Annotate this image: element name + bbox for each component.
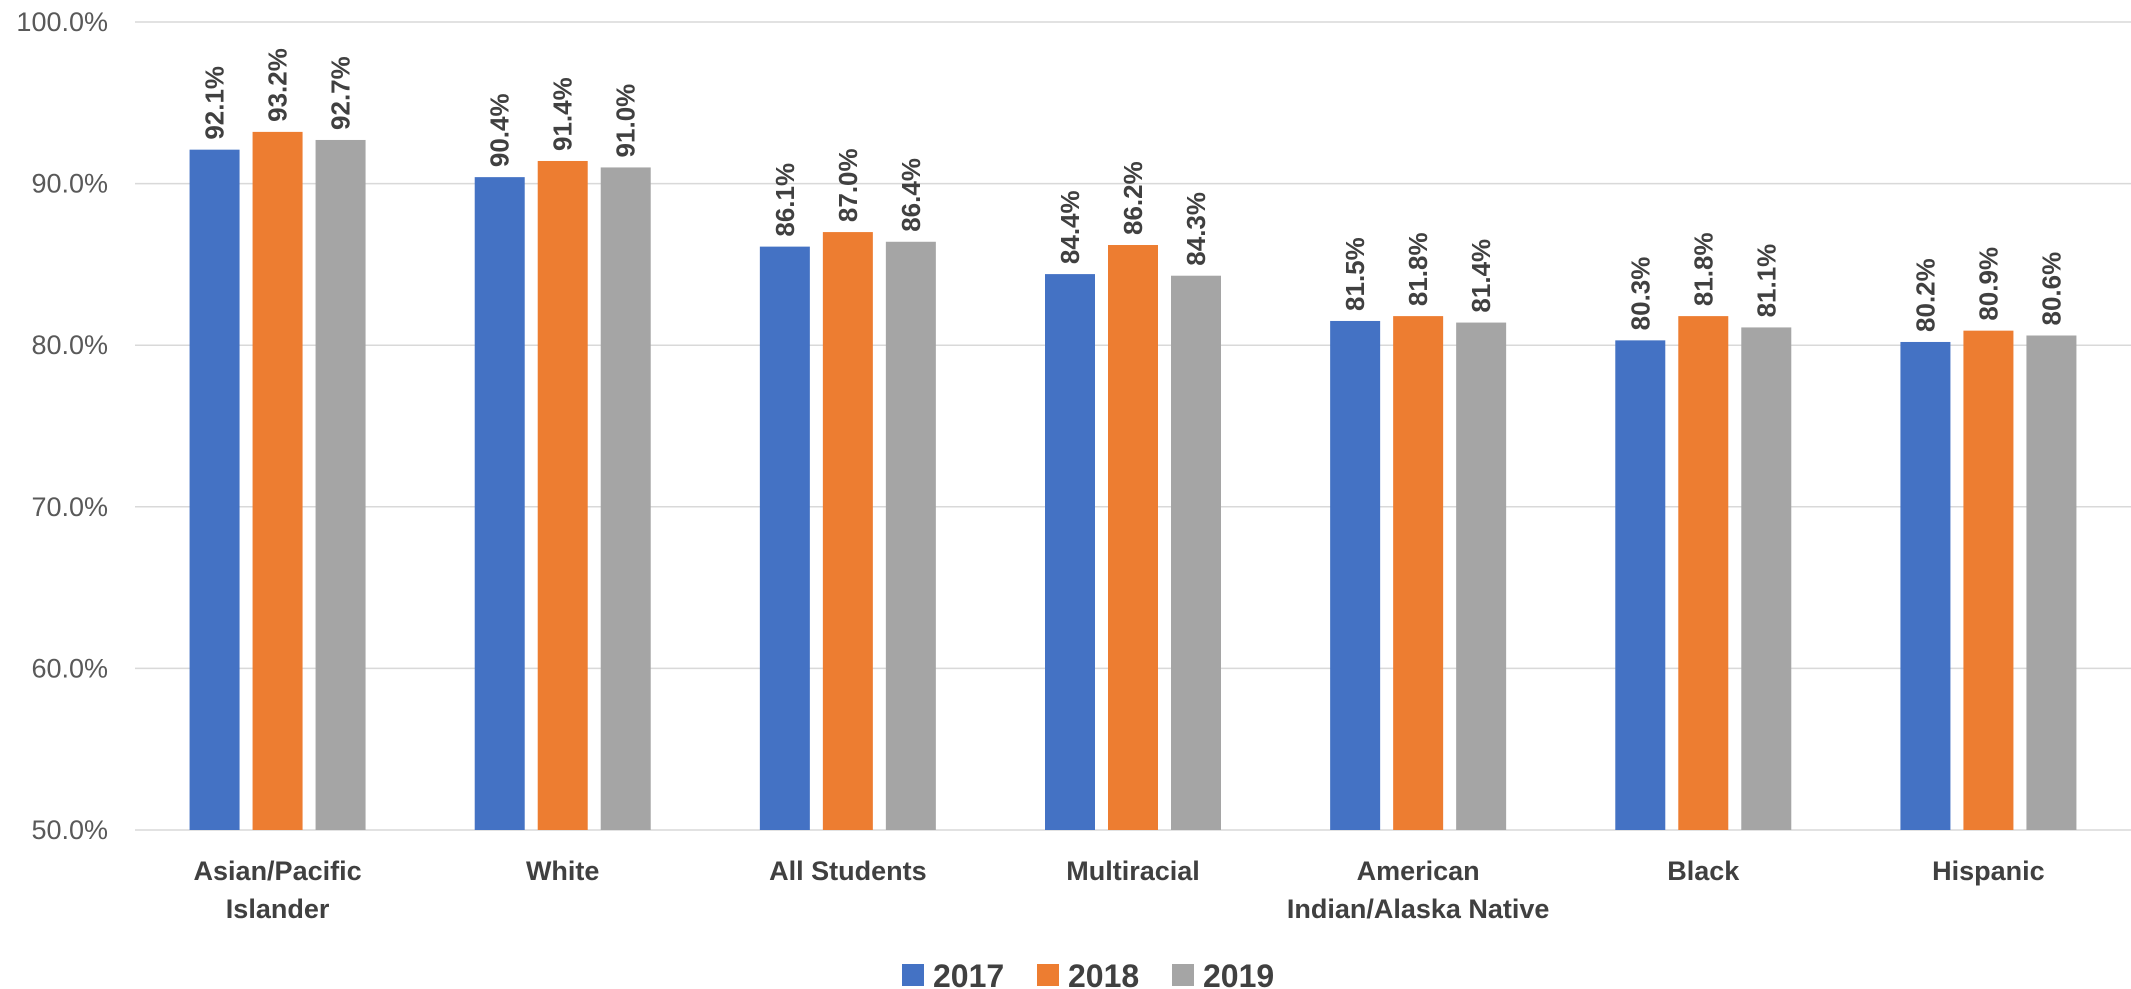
data-label: 81.1% [1751, 244, 1781, 318]
legend-swatch-2018 [1037, 964, 1059, 986]
bar-2017 [474, 177, 525, 831]
legend-label: 2019 [1203, 958, 1274, 989]
bar-2019 [2026, 335, 2077, 830]
bar-2019 [1171, 275, 1221, 830]
category-label: White [526, 856, 600, 886]
y-tick-label: 70.0% [31, 492, 108, 522]
bar-2018 [537, 160, 588, 830]
data-label: 80.2% [1910, 258, 1940, 332]
y-tick-label: 90.0% [31, 169, 108, 199]
bar-2018 [1963, 330, 2014, 830]
data-label: 92.7% [326, 56, 356, 130]
data-label: 80.9% [1973, 247, 2003, 321]
x-axis: Asian/Pacific Islander White All Students Mu… [194, 856, 2045, 924]
bar-2018 [1393, 316, 1444, 830]
bar-2019 [600, 167, 651, 830]
bar-2019 [1456, 322, 1507, 830]
data-label: 87.0% [833, 148, 863, 222]
bar-2018 [822, 232, 873, 830]
bar-2017 [1900, 341, 1951, 830]
bars [189, 131, 2077, 831]
data-label: 84.3% [1181, 192, 1211, 266]
y-tick-label: 100.0% [16, 7, 108, 37]
data-label: 81.8% [1688, 232, 1718, 306]
data-label: 91.4% [548, 77, 578, 151]
data-label: 80.3% [1625, 257, 1655, 331]
bar-2018 [1678, 316, 1729, 830]
category-label: American [1357, 856, 1480, 886]
data-label: 91.0% [611, 84, 641, 158]
category-label: Asian/Pacific [194, 856, 362, 886]
legend: 2017 2018 2019 [902, 958, 1274, 989]
data-label: 81.4% [1466, 239, 1496, 313]
data-label: 93.2% [263, 48, 293, 122]
bar-2017 [1045, 274, 1095, 830]
legend-label: 2018 [1068, 958, 1139, 989]
category-label: Multiracial [1066, 856, 1200, 886]
data-labels: 92.1% 93.2% 92.7% 90.4% 91.4% 91.0% 86.1% 87.0%… [200, 48, 2067, 332]
y-tick-label: 60.0% [31, 653, 108, 683]
data-label: 86.1% [770, 163, 800, 237]
category-label: All Students [769, 856, 927, 886]
y-axis: 50.0% 60.0% 70.0% 80.0% 90.0% 100.0% [16, 7, 108, 845]
bar-2017 [1615, 340, 1666, 830]
data-label: 81.8% [1403, 232, 1433, 306]
category-label: Indian/Alaska Native [1287, 894, 1550, 924]
data-label: 84.4% [1055, 190, 1085, 264]
category-label: Islander [226, 894, 330, 924]
bar-2018 [252, 131, 303, 830]
category-label: Black [1667, 856, 1740, 886]
y-tick-label: 80.0% [31, 330, 108, 360]
bar-2019 [885, 241, 936, 830]
data-label: 81.5% [1340, 237, 1370, 311]
category-label: Hispanic [1932, 856, 2045, 886]
bar-2019 [315, 139, 366, 830]
legend-swatch-2019 [1172, 964, 1194, 986]
data-label: 90.4% [485, 93, 515, 167]
data-label: 92.1% [200, 66, 230, 140]
data-label: 86.2% [1118, 161, 1148, 235]
data-label: 80.6% [2036, 252, 2066, 326]
legend-swatch-2017 [902, 964, 924, 986]
bar-2019 [1741, 327, 1792, 830]
bar-2017 [189, 149, 240, 830]
y-tick-label: 50.0% [31, 815, 108, 845]
legend-label: 2017 [933, 958, 1004, 989]
bar-2017 [759, 246, 810, 830]
bar-2017 [1330, 320, 1381, 830]
bar-2018 [1108, 245, 1158, 830]
data-label: 86.4% [896, 158, 926, 232]
